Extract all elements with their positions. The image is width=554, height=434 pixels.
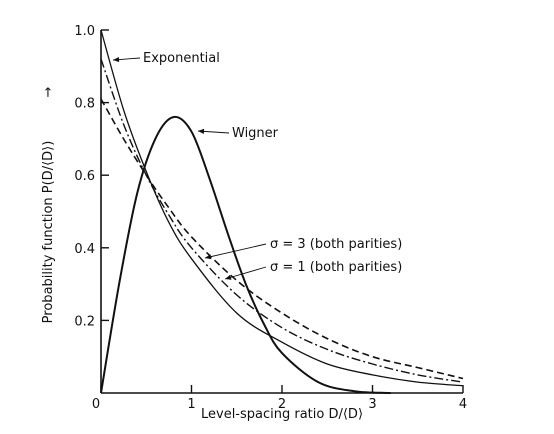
x-tick-label: 4 <box>459 397 467 412</box>
y-tick-label: 0.6 <box>74 169 95 184</box>
x-tick-label: 1 <box>187 397 195 412</box>
leader-line <box>224 266 267 280</box>
x-axis-title: Level-spacing ratio D/⟨D⟩ <box>201 407 363 422</box>
arrowhead-icon <box>205 254 212 260</box>
curves <box>100 29 464 394</box>
exponential-label: Exponential <box>143 51 220 66</box>
annotations: Exponential Wigner σ = 3 (both parities) σ … <box>112 51 402 280</box>
wigner-curve <box>100 115 391 394</box>
y-tick-label: 1.0 <box>74 24 95 39</box>
leader-line <box>204 243 267 259</box>
y-axis-title: Probability function P(D/⟨D⟩) <box>41 141 56 324</box>
arrowhead-icon <box>198 128 205 134</box>
y-tick-label: 0.4 <box>74 242 95 257</box>
sigma3-label: σ = 3 (both parities) <box>270 237 402 252</box>
x-tick-label: 3 <box>368 397 376 412</box>
wigner-label: Wigner <box>232 126 279 141</box>
arrowhead-icon <box>225 274 232 280</box>
sigma3-curve <box>100 98 464 380</box>
sigma1-label: σ = 1 (both parities) <box>270 260 402 275</box>
origin-label: 0 <box>92 397 100 412</box>
exponential-curve <box>100 29 464 387</box>
axes <box>100 30 463 394</box>
x-tick-label: 2 <box>278 397 286 412</box>
y-tick-label: 0.8 <box>74 97 95 112</box>
arrowhead-icon <box>113 56 120 63</box>
ticks: 0.2 0.4 0.6 0.8 1.0 1 2 3 4 <box>74 24 467 412</box>
y-axis-arrow-icon: → <box>41 86 56 97</box>
sigma1-curve <box>100 58 464 383</box>
y-tick-label: 0.2 <box>74 314 95 329</box>
